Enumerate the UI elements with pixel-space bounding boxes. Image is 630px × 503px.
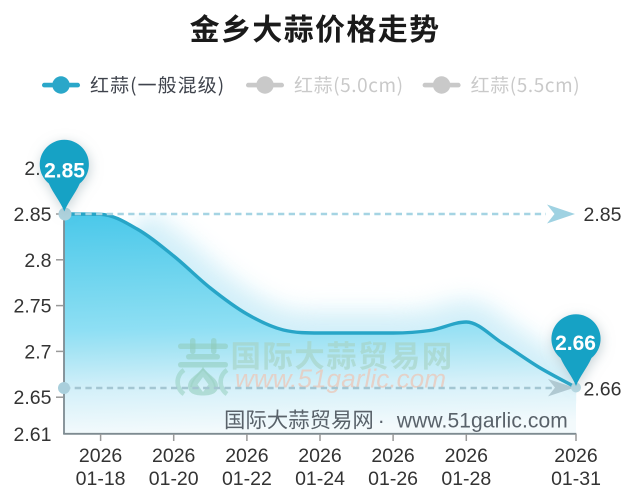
svg-text:2026: 2026 [79,445,122,467]
svg-text:2026: 2026 [152,445,195,467]
svg-text:2.65: 2.65 [14,387,52,409]
svg-text:2026: 2026 [225,445,268,467]
svg-text:2.8: 2.8 [24,250,51,272]
svg-text:2.61: 2.61 [14,424,52,446]
svg-text:2.66: 2.66 [584,379,622,401]
svg-text:www.51garlic.com: www.51garlic.com [235,364,446,394]
svg-text:2.66: 2.66 [555,332,596,355]
svg-text:2026: 2026 [445,445,488,467]
svg-text:2.85: 2.85 [584,204,622,226]
svg-text:2026: 2026 [298,445,341,467]
svg-text:01-20: 01-20 [149,468,199,490]
svg-text:2026: 2026 [554,445,597,467]
svg-text:2.85: 2.85 [44,160,85,183]
svg-text:2.85: 2.85 [14,204,52,226]
svg-text:01-28: 01-28 [441,468,491,490]
svg-text:· www.51garlic.com: · www.51garlic.com [378,410,568,433]
svg-text:01-18: 01-18 [76,468,126,490]
svg-text:2026: 2026 [371,445,414,467]
svg-text:01-26: 01-26 [368,468,418,490]
svg-text:01-24: 01-24 [295,468,345,490]
svg-text:01-22: 01-22 [222,468,272,490]
svg-text:2.7: 2.7 [24,341,51,363]
svg-text:01-31: 01-31 [551,468,601,490]
svg-text:2.75: 2.75 [14,296,52,318]
